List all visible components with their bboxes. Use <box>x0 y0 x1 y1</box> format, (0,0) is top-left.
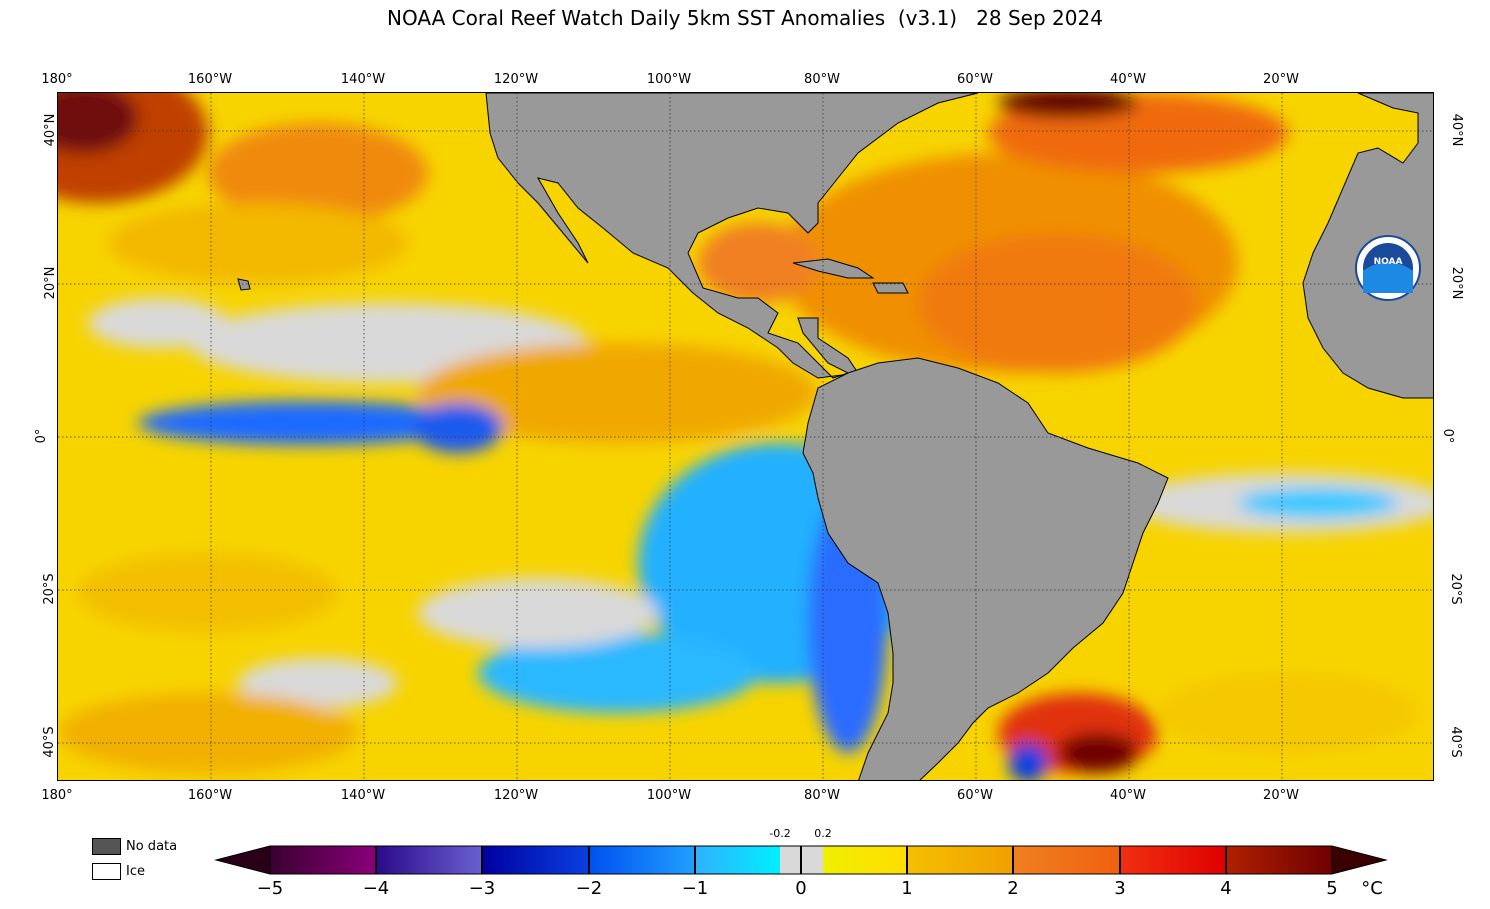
lat-label-right: 40°N <box>1448 113 1464 147</box>
lon-label-top: 120°W <box>493 72 539 87</box>
lon-label-bottom: 180° <box>41 788 73 803</box>
noaa-logo: NOAA <box>1355 235 1421 301</box>
no-data-label: No data <box>126 839 178 854</box>
ice-label: Ice <box>126 864 145 879</box>
lon-label-top: 80°W <box>804 72 840 87</box>
lat-label-right: 0° <box>1439 428 1455 444</box>
lon-label-top: 20°W <box>1263 72 1299 87</box>
lon-label-top: 100°W <box>646 72 692 87</box>
colorbar <box>214 845 1388 875</box>
lat-label-left: 20°S <box>42 573 58 605</box>
colorbar-tick: 5 <box>1326 878 1338 899</box>
lon-label-bottom: 80°W <box>804 788 840 803</box>
colorbar-tick: 3 <box>1114 878 1126 899</box>
anomaly-fields <box>58 93 1433 780</box>
lon-label-bottom: 60°W <box>957 788 993 803</box>
hispaniola <box>872 282 909 294</box>
lon-label-bottom: 140°W <box>340 788 386 803</box>
lat-label-right: 40°S <box>1448 726 1464 758</box>
lat-label-left: 20°N <box>42 266 58 300</box>
lon-label-bottom: 120°W <box>493 788 539 803</box>
cuba <box>792 258 875 279</box>
ice-swatch <box>92 863 121 880</box>
graticule <box>58 93 1433 780</box>
colorbar-tick: −3 <box>468 878 496 899</box>
noaa-logo-text: NOAA <box>1374 257 1403 267</box>
lon-label-bottom: 100°W <box>646 788 692 803</box>
colorbar-tick: −2 <box>575 878 603 899</box>
lon-label-top: 60°W <box>957 72 993 87</box>
colorbar-small-tick: 0.2 <box>814 827 832 840</box>
north-america <box>485 93 979 379</box>
no-data-swatch <box>92 838 121 855</box>
lat-label-right: 20°S <box>1448 573 1464 605</box>
colorbar-unit: °C <box>1361 878 1383 899</box>
south-america <box>802 357 1169 780</box>
sst-anomaly-map: NOAA <box>57 92 1434 781</box>
colorbar-small-tick: -0.2 <box>769 827 791 840</box>
colorbar-min-arrow <box>214 845 271 875</box>
lon-label-bottom: 40°W <box>1110 788 1146 803</box>
lat-label-right: 20°N <box>1448 266 1464 300</box>
colorbar-tick: 2 <box>1007 878 1019 899</box>
lon-label-top: 140°W <box>340 72 386 87</box>
lat-label-left: 40°S <box>42 726 58 758</box>
colorbar-tick: −4 <box>362 878 390 899</box>
colorbar-tick: −5 <box>256 878 284 899</box>
lon-label-top: 40°W <box>1110 72 1146 87</box>
lon-label-bottom: 160°W <box>187 788 233 803</box>
lat-label-left: 0° <box>33 428 49 444</box>
colorbar-tick: −1 <box>681 878 709 899</box>
colorbar-max-arrow <box>1331 845 1388 875</box>
hawaii <box>237 278 251 291</box>
lon-label-top: 160°W <box>187 72 233 87</box>
colorbar-tick: 1 <box>901 878 913 899</box>
map-title: NOAA Coral Reef Watch Daily 5km SST Anom… <box>387 6 1103 30</box>
colorbar-tick: 0 <box>795 878 807 899</box>
lon-label-top: 180° <box>41 72 73 87</box>
map-svg: NOAA <box>58 93 1433 780</box>
lon-label-bottom: 20°W <box>1263 788 1299 803</box>
lat-label-left: 40°N <box>42 113 58 147</box>
colorbar-tick: 4 <box>1220 878 1232 899</box>
